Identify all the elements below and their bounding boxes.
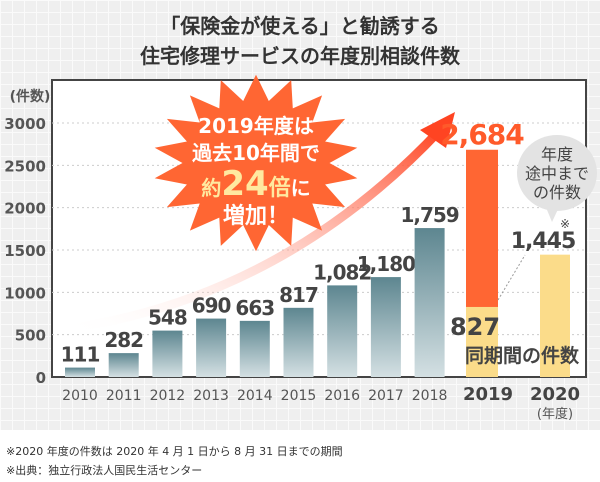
notes: ※2020 年度の件数は 2020 年 4 月 1 日から 8 月 31 日まで… (6, 442, 343, 480)
y-tick-label: 0 (36, 369, 46, 387)
bar-2013 (196, 318, 227, 377)
bubble-text: 途中まで (525, 164, 589, 183)
bar-2010 (65, 367, 95, 377)
bubble-text: の件数 (533, 183, 581, 202)
callout-line3: 約24倍に (201, 164, 310, 204)
x-tick-label: 2017 (368, 388, 404, 404)
value-label-2012: 548 (148, 306, 187, 330)
bubble-tail (545, 205, 560, 222)
bar-2019 (466, 149, 498, 307)
growth-arrow (59, 126, 444, 335)
bar-2017 (370, 277, 401, 377)
y-tick-label: 1500 (4, 242, 46, 260)
value-label-2015: 817 (279, 283, 318, 307)
x-axis-label: (年度) (537, 406, 573, 422)
bar-2015 (283, 307, 314, 377)
y-tick-label: 2500 (4, 157, 46, 175)
chart-title-line2: 住宅修理サービスの年度別相談件数 (140, 44, 460, 68)
bar-2019-same-period (466, 306, 498, 377)
x-tick-label: 2012 (150, 388, 186, 404)
callout-line4: 増加！ (223, 203, 289, 229)
dotted-connector (497, 254, 526, 301)
callout-line2: 過去10年間で (192, 141, 320, 165)
note-period: ※2020 年度の件数は 2020 年 4 月 1 日から 8 月 31 日まで… (6, 445, 343, 458)
value-label-2017: 1,180 (357, 252, 415, 276)
chart-title-line1: 「保険金が使える」と勧誘する (160, 14, 440, 38)
bar-2020 (540, 254, 570, 377)
value-label-2016: 1,082 (313, 260, 371, 284)
x-tick-label: 2020 (530, 384, 580, 405)
value-label-2013: 690 (192, 294, 231, 318)
bar-chart: 0 500 1000 1500 2000 2500 3000 (件数) 111 2010 282 20… (4, 74, 597, 422)
arrow-head-icon (420, 112, 455, 148)
y-axis-label: (件数) (10, 88, 51, 105)
x-tick-label: 2015 (281, 388, 317, 404)
x-tick-label: 2016 (324, 388, 360, 404)
value-label-2018: 1,759 (400, 203, 458, 227)
value-label-2011: 282 (104, 328, 143, 352)
y-tick-label: 2000 (4, 200, 46, 218)
bar-2014 (239, 320, 270, 377)
x-tick-label: 2018 (412, 388, 448, 404)
partial-year-mark: ※ (560, 217, 570, 231)
x-tick-label: 2011 (106, 388, 142, 404)
bar-2018 (414, 228, 445, 377)
bar-2016 (327, 285, 358, 377)
bar-2012 (152, 330, 183, 377)
value-label-2014: 663 (235, 296, 274, 320)
starburst-callout (154, 74, 358, 252)
note-source: ※出典：独立行政法人国民生活センター (6, 464, 203, 477)
callout-line1: 2019年度は (198, 114, 314, 138)
bubble-text: 年度 (541, 145, 573, 164)
y-tick-label: 500 (15, 327, 46, 345)
value-label-2019: 2,684 (440, 118, 524, 151)
x-tick-label: 2013 (193, 388, 229, 404)
y-tick-label: 3000 (4, 115, 46, 133)
x-tick-label: 2019 (463, 384, 513, 405)
x-tick-label: 2014 (237, 388, 273, 404)
bubble (517, 135, 597, 211)
value-label-2020: 1,445 (511, 229, 576, 254)
x-tick-label: 2010 (62, 388, 98, 404)
bar-2011 (108, 353, 139, 377)
same-period-label: 同期間の件数 (465, 344, 580, 367)
value-label-2010: 111 (61, 343, 100, 367)
value-label-2019-same-period: 827 (450, 313, 500, 341)
y-tick-label: 1000 (4, 284, 46, 302)
